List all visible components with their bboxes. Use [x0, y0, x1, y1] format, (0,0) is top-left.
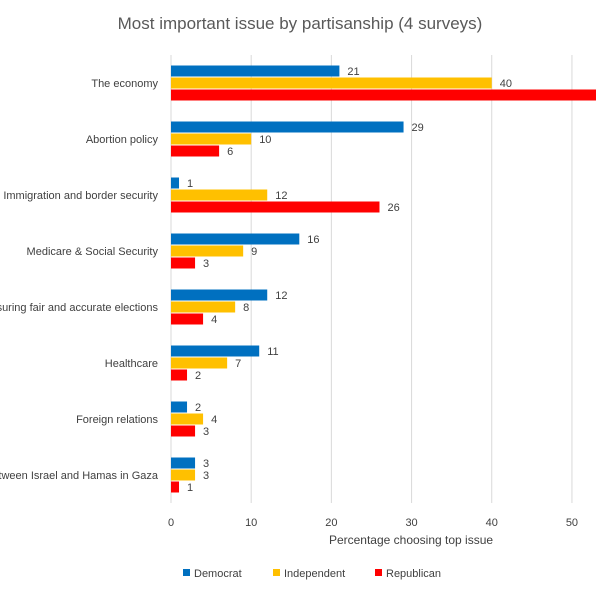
bar-independent [171, 357, 228, 369]
legend-label: Republican [386, 568, 441, 580]
bar-democrat [171, 345, 260, 357]
bar-republican [171, 481, 180, 493]
bar-independent [171, 245, 244, 257]
bar-republican [171, 201, 380, 213]
data-label: 3 [203, 258, 209, 270]
legend-swatch-independent [273, 569, 280, 576]
category-label: The economy [91, 78, 158, 90]
data-label: 29 [412, 122, 424, 134]
bar-democrat [171, 401, 188, 413]
legend-swatch-democrat [183, 569, 190, 576]
bar-independent [171, 413, 204, 425]
data-label: 21 [347, 66, 359, 78]
data-label: 3 [203, 426, 209, 438]
data-label: 1 [187, 178, 193, 190]
x-tick-label: 0 [168, 517, 174, 529]
data-label: 2 [195, 402, 201, 414]
data-label: 2 [195, 370, 201, 382]
data-label: 12 [275, 190, 287, 202]
data-label: 12 [275, 290, 287, 302]
bar-democrat [171, 177, 180, 189]
legend-label: Independent [284, 568, 345, 580]
x-tick-label: 50 [566, 517, 578, 529]
bar-republican [171, 145, 220, 157]
category-label: Medicare & Social Security [27, 246, 159, 258]
x-tick-label: 10 [245, 517, 257, 529]
bar-republican [171, 89, 596, 101]
category-label: Immigration and border security [3, 190, 158, 202]
data-label: 16 [307, 234, 319, 246]
bar-democrat [171, 121, 404, 133]
bar-republican [171, 313, 204, 325]
x-axis-title: Percentage choosing top issue [329, 533, 493, 547]
bars [171, 65, 596, 493]
data-label: 7 [235, 358, 241, 370]
x-tick-label: 20 [325, 517, 337, 529]
data-label: 4 [211, 314, 217, 326]
x-tick-label: 40 [486, 517, 498, 529]
category-labels: The economy Abortion policy Immigration an… [0, 78, 159, 482]
legend-swatch-republican [375, 569, 382, 576]
category-label: Healthcare [105, 358, 158, 370]
data-label: 1 [187, 482, 193, 494]
category-label: Abortion policy [86, 134, 159, 146]
bar-republican [171, 369, 188, 381]
bar-independent [171, 189, 268, 201]
data-label: 9 [251, 246, 257, 258]
bar-independent [171, 469, 196, 481]
x-tick-labels: 0 10 20 30 40 50 [168, 517, 578, 529]
data-label: 4 [211, 414, 217, 426]
bar-democrat [171, 457, 196, 469]
bar-democrat [171, 289, 268, 301]
legend-label: Democrat [194, 568, 242, 580]
data-label: 26 [387, 202, 399, 214]
bar-democrat [171, 65, 340, 77]
category-label: Ensuring fair and accurate elections [0, 302, 158, 314]
data-label: 3 [203, 458, 209, 470]
data-label: 11 [267, 346, 278, 358]
legend: Democrat Independent Republican [183, 568, 441, 580]
data-label: 10 [259, 134, 271, 146]
bar-independent [171, 133, 252, 145]
bar-independent [171, 77, 492, 89]
data-label: 3 [203, 470, 209, 482]
bar-republican [171, 257, 196, 269]
bar-democrat [171, 233, 300, 245]
bar-independent [171, 301, 236, 313]
bar-republican [171, 425, 196, 437]
category-label: Foreign relations [76, 414, 158, 426]
data-label: 8 [243, 302, 249, 314]
chart-title: Most important issue by partisanship (4 … [118, 14, 483, 33]
x-tick-label: 30 [405, 517, 417, 529]
data-label: 40 [500, 78, 512, 90]
category-label: The war between Israel and Hamas in Gaza [0, 470, 159, 482]
data-label: 6 [227, 146, 233, 158]
